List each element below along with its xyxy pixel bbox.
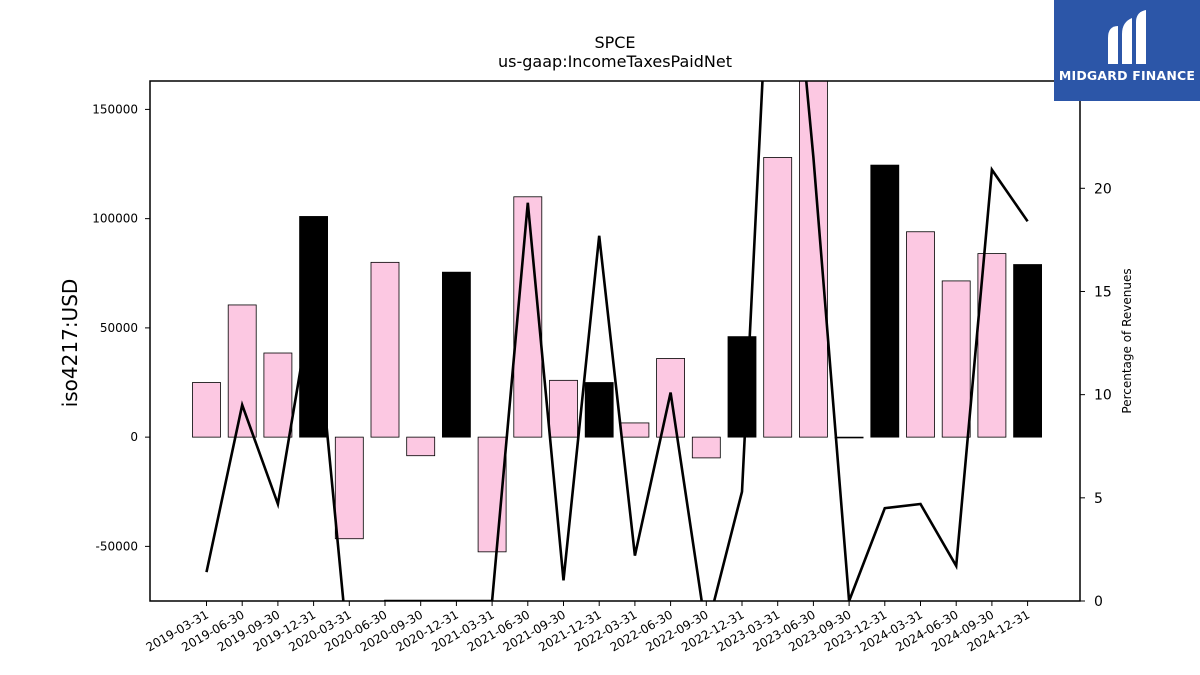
bar: [549, 379, 578, 438]
bar: [192, 382, 221, 438]
series-line: [205, 81, 1029, 601]
bar: [763, 157, 793, 438]
logo-text: MIDGARD FINANCE: [1058, 68, 1196, 83]
plot-frame: [149, 80, 1081, 602]
y2-tick-label: 5: [1094, 491, 1103, 507]
bar: [834, 436, 864, 439]
y-tick-label: 150000: [92, 102, 138, 116]
brand-logo: MIDGARD FINANCE: [1054, 0, 1200, 101]
y-tick-label: -50000: [95, 539, 138, 553]
bar: [263, 352, 293, 438]
bar: [441, 271, 471, 438]
y2-tick-label: 15: [1094, 284, 1112, 300]
y2-tick-label: 0: [1094, 594, 1103, 610]
bar: [906, 231, 935, 438]
y-tick-label: 50000: [100, 321, 138, 335]
bar: [1013, 264, 1042, 438]
bar: [227, 304, 257, 438]
chart-title: SPCE: [594, 33, 635, 52]
logo-mark-icon: [1108, 10, 1146, 64]
bar: [334, 436, 364, 540]
y2-axis-label: Percentage of Revenues: [1120, 268, 1134, 413]
y-axis-label: iso4217:USD: [58, 279, 82, 408]
y-tick-label: 0: [130, 430, 138, 444]
plot-area: -5000005000010000015000005101520252019-0…: [92, 78, 1112, 654]
y2-tick-label: 20: [1094, 181, 1112, 197]
bar: [406, 436, 436, 457]
y-tick-label: 100000: [92, 212, 138, 226]
y2-tick-label: 10: [1094, 388, 1112, 404]
bar: [584, 382, 614, 438]
bar: [799, 81, 828, 438]
chart-subtitle: us-gaap:IncomeTaxesPaidNet: [498, 52, 732, 71]
bar: [370, 261, 400, 438]
bar: [870, 164, 900, 438]
bar: [727, 336, 757, 438]
bar: [691, 436, 721, 459]
bar: [941, 280, 971, 438]
bar: [620, 422, 650, 438]
plot-marks: [192, 81, 1042, 601]
